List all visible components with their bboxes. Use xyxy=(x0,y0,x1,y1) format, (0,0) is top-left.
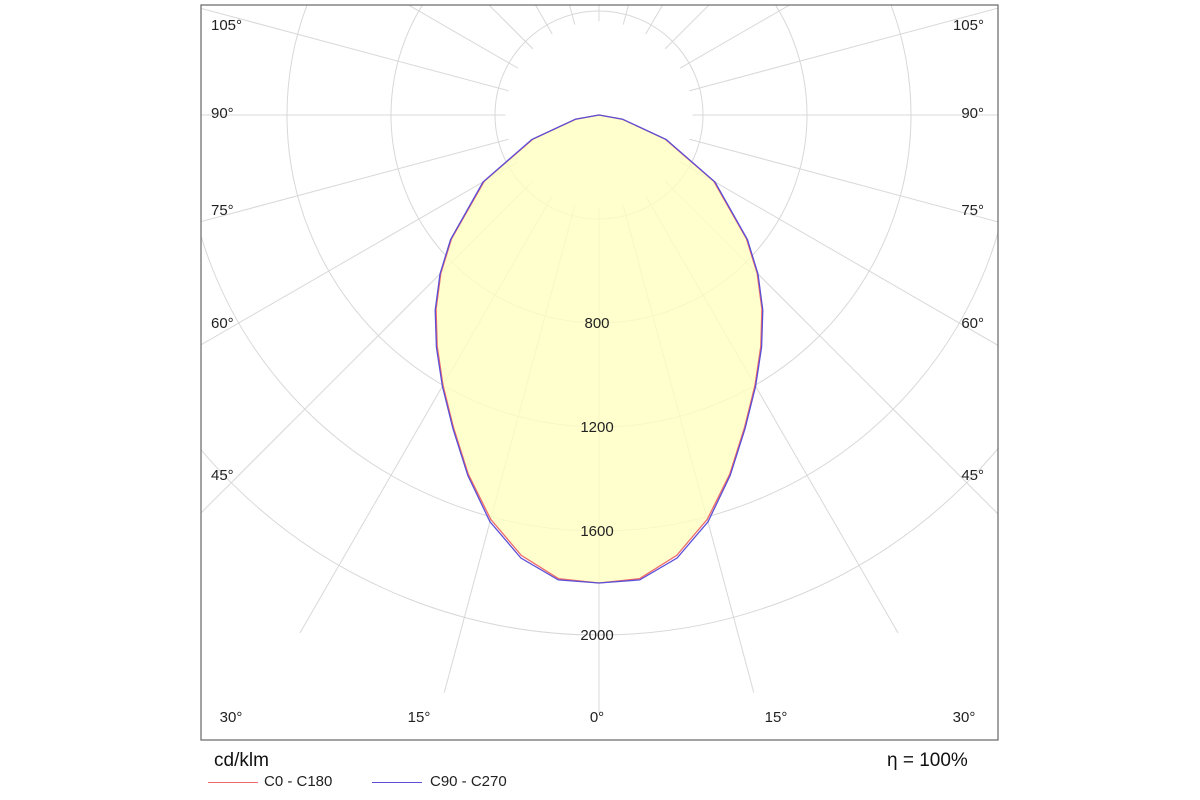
angle-spoke xyxy=(598,114,998,223)
angle-label-bottom: 30° xyxy=(220,709,243,726)
radial-tick-label: 1200 xyxy=(580,419,613,436)
radial-tick-label: 1600 xyxy=(580,523,613,540)
angle-label-left: 90° xyxy=(211,105,234,122)
angle-label-right: 45° xyxy=(961,467,984,484)
unit-label: cd/klm xyxy=(214,750,269,771)
angle-label-left: 105° xyxy=(211,17,242,34)
angle-label-left: 75° xyxy=(211,202,234,219)
legend-swatch-c0-c180 xyxy=(208,782,258,783)
radial-ring xyxy=(201,447,998,636)
angle-spoke xyxy=(598,5,710,116)
plot-frame xyxy=(200,4,999,741)
radial-tick-label: 2000 xyxy=(580,627,613,644)
angle-spoke xyxy=(569,5,600,116)
angle-spoke xyxy=(488,5,600,116)
angle-label-bottom: 15° xyxy=(408,709,431,726)
angle-label-left: 45° xyxy=(211,467,234,484)
legend-label-c90-c270: C90 - C270 xyxy=(430,773,507,790)
angle-label-bottom: 15° xyxy=(765,709,788,726)
legend-label-c0-c180: C0 - C180 xyxy=(264,773,333,790)
radial-tick-label: 800 xyxy=(584,315,609,332)
angle-spoke xyxy=(201,7,600,116)
angle-tick-labels: 105° 105° 90° 90° 75° 75° 60° 60° 45° 45° 30° 15° 0°… xyxy=(211,17,984,726)
angle-spoke xyxy=(534,5,600,116)
series-curve-c90-c270 xyxy=(434,114,764,584)
angle-label-left: 60° xyxy=(211,315,234,332)
angle-spoke xyxy=(201,114,600,223)
angle-spoke xyxy=(598,7,998,116)
angle-label-right: 60° xyxy=(961,315,984,332)
angle-spoke xyxy=(407,5,600,116)
angle-label-right: 75° xyxy=(961,202,984,219)
distribution-fill xyxy=(436,115,762,583)
legend-swatch-c90-c270 xyxy=(372,782,422,783)
angle-spoke xyxy=(598,5,664,116)
angle-label-right: 105° xyxy=(953,17,984,34)
angle-spoke xyxy=(598,5,791,116)
efficiency-label: η = 100% xyxy=(887,750,968,771)
radial-tick-labels: 800 1200 1600 2000 xyxy=(580,315,613,644)
curve-layer xyxy=(434,114,764,584)
angle-label-bottom: 0° xyxy=(590,709,604,726)
angle-spoke xyxy=(598,5,629,116)
angle-label-right: 90° xyxy=(961,105,984,122)
angle-label-bottom: 30° xyxy=(953,709,976,726)
